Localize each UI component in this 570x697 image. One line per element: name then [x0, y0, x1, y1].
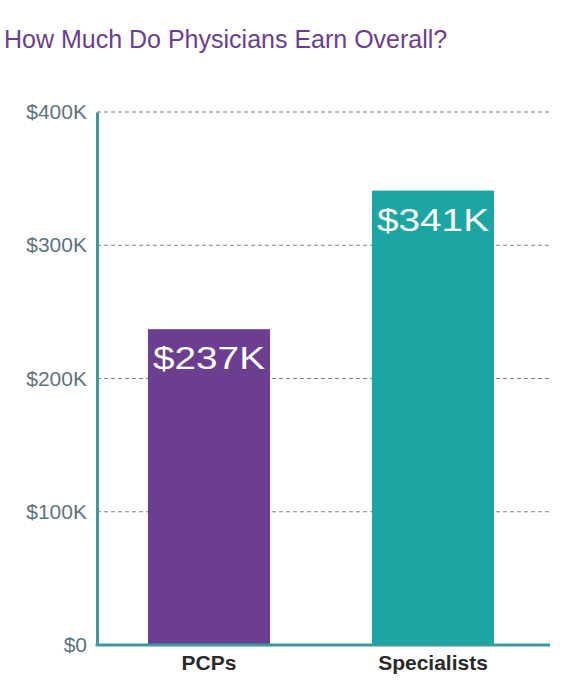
- y-tick-label: $0: [64, 633, 87, 656]
- x-tick-label: PCPs: [182, 651, 237, 674]
- y-tick: $0: [64, 633, 97, 656]
- data-labels: $237K $341K: [153, 203, 489, 377]
- y-tick: $100K: [26, 500, 97, 523]
- grid: [97, 112, 550, 645]
- bar: [148, 329, 270, 645]
- y-axis: $0 $100K $200K $300K $400K: [26, 100, 97, 656]
- x-tick: Specialists: [378, 651, 488, 674]
- y-tick: $200K: [26, 367, 97, 390]
- y-tick-label: $300K: [26, 233, 87, 256]
- bar: [372, 191, 494, 645]
- x-axis-line: [96, 644, 551, 647]
- y-tick-label: $400K: [26, 100, 87, 123]
- grid-line: [97, 112, 550, 113]
- y-tick: $400K: [26, 100, 97, 123]
- bars: [148, 191, 494, 645]
- y-axis-line: [96, 113, 99, 646]
- y-tick: $300K: [26, 233, 97, 256]
- x-tick-label: Specialists: [378, 651, 488, 674]
- x-axis: PCPs Specialists: [96, 645, 551, 674]
- data-label: $341K: [377, 203, 489, 238]
- x-tick: PCPs: [182, 651, 237, 674]
- title: How Much Do Physicians Earn Overall?: [4, 25, 447, 53]
- data-label: $237K: [153, 341, 265, 376]
- y-tick-label: $100K: [26, 500, 87, 523]
- chart: How Much Do Physicians Earn Overall? $0 $1…: [0, 0, 570, 697]
- y-tick-label: $200K: [26, 367, 87, 390]
